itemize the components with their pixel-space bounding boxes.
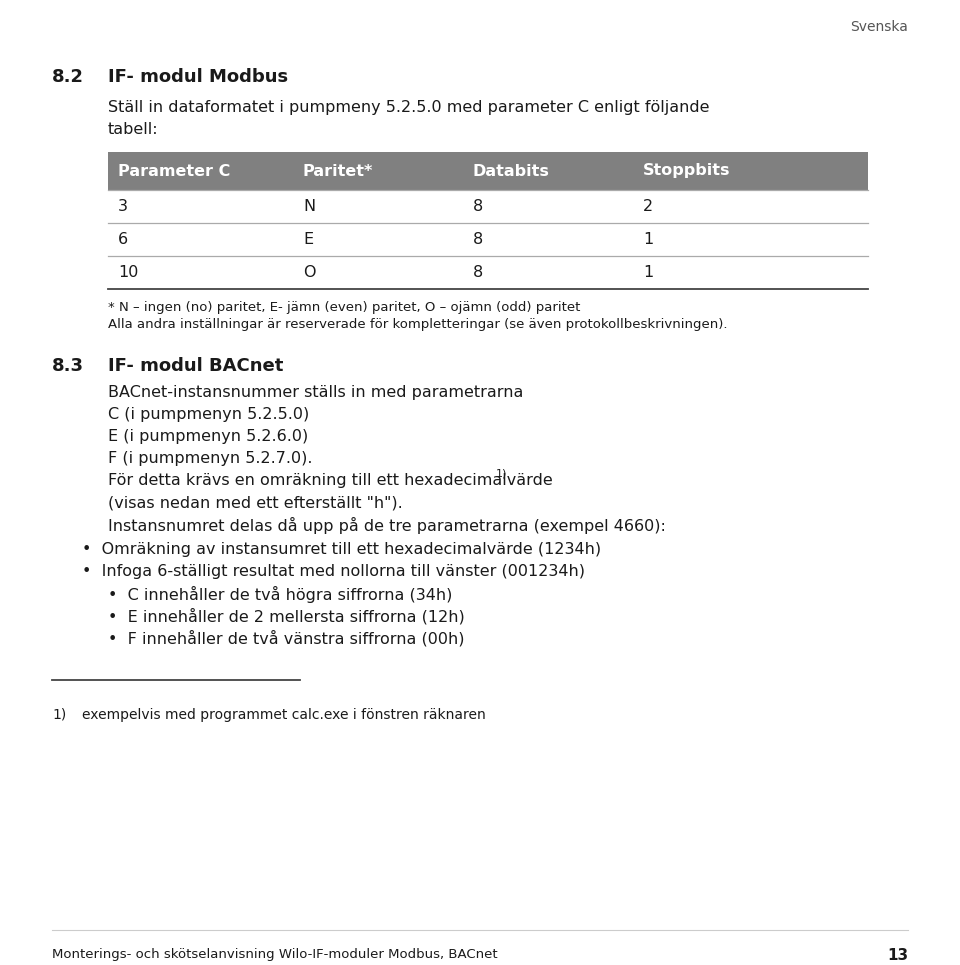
Text: 6: 6 bbox=[118, 232, 128, 247]
Text: Stoppbits: Stoppbits bbox=[643, 163, 731, 179]
Text: IF- modul BACnet: IF- modul BACnet bbox=[108, 357, 283, 375]
Text: 10: 10 bbox=[118, 265, 138, 280]
Text: För detta krävs en omräkning till ett hexadecimalvärde: För detta krävs en omräkning till ett he… bbox=[108, 473, 553, 488]
Text: Parameter C: Parameter C bbox=[118, 163, 230, 179]
Text: •  E innehåller de 2 mellersta siffrorna (12h): • E innehåller de 2 mellersta siffrorna … bbox=[108, 608, 465, 624]
Text: O: O bbox=[303, 265, 316, 280]
Text: * N – ingen (no) paritet, E- jämn (even) paritet, O – ojämn (odd) paritet: * N – ingen (no) paritet, E- jämn (even)… bbox=[108, 301, 581, 314]
Text: •  C innehåller de två högra siffrorna (34h): • C innehåller de två högra siffrorna (3… bbox=[108, 586, 452, 603]
Text: E (i pumpmenyn 5.2.6.0): E (i pumpmenyn 5.2.6.0) bbox=[108, 429, 308, 444]
Text: Svenska: Svenska bbox=[850, 20, 908, 34]
Text: Instansnumret delas då upp på de tre parametrarna (exempel 4660):: Instansnumret delas då upp på de tre par… bbox=[108, 517, 666, 534]
Text: 8.2: 8.2 bbox=[52, 68, 84, 86]
Text: exempelvis med programmet calc.exe i fönstren räknaren: exempelvis med programmet calc.exe i fön… bbox=[82, 708, 486, 722]
Text: 1: 1 bbox=[643, 232, 653, 247]
Text: IF- modul Modbus: IF- modul Modbus bbox=[108, 68, 288, 86]
Text: Databits: Databits bbox=[473, 163, 550, 179]
Text: Monterings- och skötselanvisning Wilo-IF-moduler Modbus, BACnet: Monterings- och skötselanvisning Wilo-IF… bbox=[52, 948, 497, 961]
Text: N: N bbox=[303, 199, 315, 214]
Text: 2: 2 bbox=[643, 199, 653, 214]
Text: 8: 8 bbox=[473, 199, 483, 214]
Text: 8: 8 bbox=[473, 232, 483, 247]
Text: (visas nedan med ett efterställt "h").: (visas nedan med ett efterställt "h"). bbox=[108, 495, 403, 510]
Text: BACnet-instansnummer ställs in med parametrarna: BACnet-instansnummer ställs in med param… bbox=[108, 385, 523, 400]
Text: tabell:: tabell: bbox=[108, 122, 158, 137]
Text: 1): 1) bbox=[496, 469, 508, 479]
Text: Ställ in dataformatet i pumpmeny 5.2.5.0 med parameter C enligt följande: Ställ in dataformatet i pumpmeny 5.2.5.0… bbox=[108, 100, 709, 115]
Bar bbox=[108, 152, 868, 190]
Text: •  Omräkning av instansumret till ett hexadecimalvärde (1234h): • Omräkning av instansumret till ett hex… bbox=[82, 542, 601, 557]
Text: E: E bbox=[303, 232, 313, 247]
Text: •  Infoga 6-ställigt resultat med nollorna till vänster (001234h): • Infoga 6-ställigt resultat med nollorn… bbox=[82, 564, 585, 579]
Text: 1): 1) bbox=[52, 708, 66, 722]
Text: Alla andra inställningar är reserverade för kompletteringar (se även protokollbe: Alla andra inställningar är reserverade … bbox=[108, 318, 728, 331]
Text: 8: 8 bbox=[473, 265, 483, 280]
Text: C (i pumpmenyn 5.2.5.0): C (i pumpmenyn 5.2.5.0) bbox=[108, 407, 309, 422]
Text: F (i pumpmenyn 5.2.7.0).: F (i pumpmenyn 5.2.7.0). bbox=[108, 451, 313, 466]
Text: •  F innehåller de två vänstra siffrorna (00h): • F innehåller de två vänstra siffrorna … bbox=[108, 630, 465, 647]
Text: 1: 1 bbox=[643, 265, 653, 280]
Text: Paritet*: Paritet* bbox=[303, 163, 373, 179]
Text: 13: 13 bbox=[887, 948, 908, 963]
Text: 3: 3 bbox=[118, 199, 128, 214]
Text: 8.3: 8.3 bbox=[52, 357, 84, 375]
